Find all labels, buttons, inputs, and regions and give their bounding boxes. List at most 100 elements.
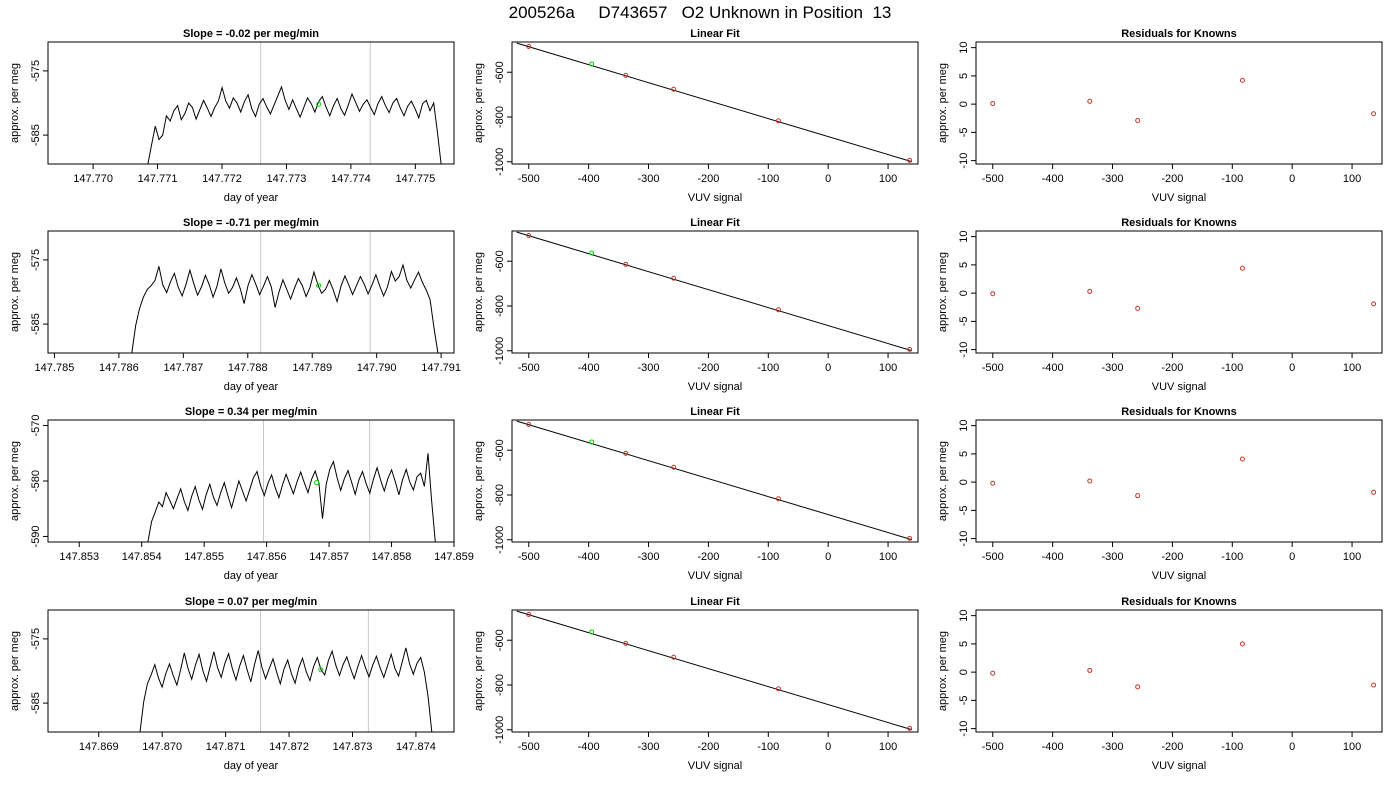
plot-frame [511, 41, 919, 165]
y-tick-label: -600 [494, 629, 506, 651]
x-tick-label: -100 [757, 173, 779, 185]
subplot-2-2: Linear Fit-500 -400 -300 -200 -100 0 100-600-8… [473, 217, 919, 393]
residual-point [1087, 98, 1093, 104]
plot-area [516, 42, 913, 163]
x-tick-label: -400 [1042, 173, 1064, 185]
plot-frame [975, 41, 1383, 165]
x-tick-label: 147.790 [357, 362, 397, 374]
y-tick-label: -575 [30, 60, 42, 82]
unknown-point [589, 439, 595, 445]
y-axis-label: approx. per meg [937, 441, 949, 521]
y-tick-label: -585 [30, 124, 42, 146]
subplot-title: Slope = -0.02 per meg/min [183, 28, 319, 40]
x-tick-label: 147.774 [331, 173, 371, 185]
plot-area [147, 420, 436, 542]
x-tick-label: 147.791 [421, 362, 461, 374]
plot-frame [975, 419, 1383, 543]
unknown-point [589, 629, 595, 635]
subplot-1-1: Slope = -0.02 per meg/min 147.770 147.771 1… [9, 28, 455, 204]
x-tick-label: 147.856 [247, 551, 287, 563]
figure-title: 200526a D743657 O2 Unknown in Position 1… [508, 3, 892, 22]
x-axis-label: VUV signal [1152, 381, 1206, 393]
x-tick-label: 0 [1289, 741, 1295, 753]
residual-point [1371, 111, 1377, 117]
x-tick-label: 147.870 [142, 741, 182, 753]
x-tick-label: 147.872 [269, 741, 309, 753]
x-tick-label: -400 [578, 741, 600, 753]
y-tick-label: -5 [958, 505, 970, 515]
subplot-title: Residuals for Knowns [1121, 217, 1237, 229]
x-tick-label: -200 [697, 362, 719, 374]
known-point [671, 464, 677, 470]
y-tick-label: -585 [30, 313, 42, 335]
subplot-2-3: Residuals for Knowns-500 -400 -300 -200 -100… [937, 217, 1383, 393]
x-axis-label: day of year [224, 192, 279, 204]
unknown-marker-point [316, 101, 322, 107]
known-point [775, 686, 781, 692]
x-tick-label: 147.873 [333, 741, 373, 753]
x-tick-label: -200 [1161, 741, 1183, 753]
x-tick-label: 100 [1343, 173, 1361, 185]
x-tick-label: 147.785 [35, 362, 75, 374]
y-axis-label: approx. per meg [473, 252, 485, 332]
plot-area [131, 231, 439, 353]
x-tick-label: -100 [1221, 173, 1243, 185]
known-point [775, 118, 781, 124]
x-tick-label: 100 [879, 741, 897, 753]
x-tick-label: -200 [697, 551, 719, 563]
residual-point [1135, 493, 1141, 499]
y-tick-label: -600 [494, 61, 506, 83]
subplot-title: Linear Fit [690, 28, 740, 40]
x-tick-label: 147.770 [73, 173, 113, 185]
y-tick-label: 10 [958, 231, 970, 243]
x-tick-label: 0 [1289, 173, 1295, 185]
x-tick-label: 147.772 [202, 173, 242, 185]
x-tick-label: 0 [825, 741, 831, 753]
x-tick-label: -400 [578, 551, 600, 563]
x-tick-label: 147.859 [434, 551, 474, 563]
unknown-point [589, 250, 595, 256]
x-axis-label: VUV signal [1152, 760, 1206, 772]
residual-point [1135, 118, 1141, 124]
y-tick-label: -600 [494, 439, 506, 461]
subplot-title: Linear Fit [690, 217, 740, 229]
known-point [623, 640, 629, 646]
y-tick-label: -5 [958, 695, 970, 705]
x-tick-label: 147.871 [206, 741, 246, 753]
y-tick-label: 0 [958, 669, 970, 675]
known-point [907, 535, 913, 541]
subplot-3-1: Slope = 0.34 per meg/min 147.853 147.854 14… [9, 406, 474, 582]
y-tick-label: -575 [30, 628, 42, 650]
y-tick-label: -575 [30, 249, 42, 271]
y-tick-label: 0 [958, 290, 970, 296]
y-tick-label: -5 [958, 127, 970, 137]
residual-point [1239, 456, 1245, 462]
y-tick-label: -800 [494, 295, 506, 317]
y-tick-label: 0 [958, 479, 970, 485]
series-line [139, 647, 433, 732]
x-tick-label: 147.788 [228, 362, 268, 374]
x-axis-label: VUV signal [688, 381, 742, 393]
subplot-3-2: Linear Fit-500 -400 -300 -200 -100 0 100-600-8… [473, 406, 919, 582]
y-tick-label: 5 [958, 451, 970, 457]
known-point [907, 725, 913, 731]
x-axis-label: day of year [224, 760, 279, 772]
subplot-title: Slope = 0.07 per meg/min [185, 596, 318, 608]
x-tick-label: 0 [1289, 551, 1295, 563]
residual-point [1371, 682, 1377, 688]
plot-frame [47, 230, 455, 354]
y-tick-label: -1000 [494, 337, 506, 365]
x-tick-label: 100 [1343, 362, 1361, 374]
residual-point [990, 101, 996, 107]
known-point [526, 611, 532, 617]
subplot-2-1: Slope = -0.71 per meg/min 147.785 147.786 1… [9, 217, 461, 393]
x-tick-label: 100 [879, 362, 897, 374]
known-point [775, 307, 781, 313]
x-tick-label: -100 [757, 551, 779, 563]
x-tick-label: 147.869 [79, 741, 119, 753]
subplot-4-1: Slope = 0.07 per meg/min 147.869 147.870 14… [9, 596, 455, 772]
unknown-point [589, 61, 595, 67]
subplot-title: Linear Fit [690, 596, 740, 608]
subplot-4-2: Linear Fit-500 -400 -300 -200 -100 0 100-600-8… [473, 596, 919, 772]
x-tick-label: -400 [1042, 741, 1064, 753]
